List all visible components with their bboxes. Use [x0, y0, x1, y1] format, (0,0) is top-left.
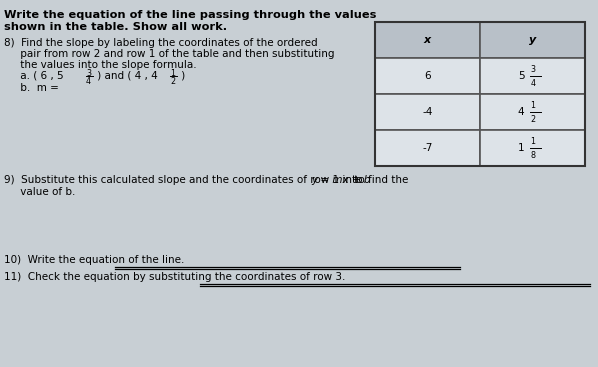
Text: ): )	[178, 71, 185, 81]
Bar	[480, 58, 585, 94]
Text: 2: 2	[170, 77, 175, 86]
Text: 8: 8	[530, 150, 535, 160]
Bar	[375, 130, 480, 166]
Text: ) and ( 4 , 4: ) and ( 4 , 4	[94, 71, 158, 81]
Text: Write the equation of the line passing through the values: Write the equation of the line passing t…	[4, 10, 376, 20]
Text: 1: 1	[530, 137, 535, 145]
Text: 1: 1	[530, 101, 535, 109]
Text: value of b.: value of b.	[4, 187, 75, 197]
Text: 5: 5	[518, 71, 524, 81]
Text: 1: 1	[518, 143, 524, 153]
Text: 9)  Substitute this calculated slope and the coordinates of row 1 into: 9) Substitute this calculated slope and …	[4, 175, 366, 185]
Text: a. ( 6 , 5: a. ( 6 , 5	[4, 71, 63, 81]
Text: b.  m =: b. m =	[4, 83, 59, 93]
Text: 4: 4	[518, 107, 524, 117]
Text: y = mx + b: y = mx + b	[311, 175, 371, 185]
Text: 3: 3	[86, 69, 91, 79]
Text: 2: 2	[530, 115, 536, 124]
Text: -7: -7	[422, 143, 433, 153]
Text: 11)  Check the equation by substituting the coordinates of row 3.: 11) Check the equation by substituting t…	[4, 272, 346, 282]
Text: 8)  Find the slope by labeling the coordinates of the ordered: 8) Find the slope by labeling the coordi…	[4, 38, 318, 48]
Bar	[480, 94, 585, 130]
Text: to find the: to find the	[351, 175, 408, 185]
Text: 4: 4	[86, 77, 91, 86]
Text: shown in the table. Show all work.: shown in the table. Show all work.	[4, 22, 227, 32]
Text: 3: 3	[530, 65, 535, 73]
Text: 10)  Write the equation of the line.: 10) Write the equation of the line.	[4, 255, 184, 265]
Bar	[375, 22, 480, 58]
Text: 1: 1	[170, 69, 175, 79]
Text: 4: 4	[530, 79, 535, 87]
Bar	[480, 130, 585, 166]
Text: y: y	[529, 35, 536, 45]
Bar	[375, 58, 480, 94]
Bar	[375, 94, 480, 130]
Text: 6: 6	[424, 71, 431, 81]
Bar	[375, 22, 585, 166]
Bar	[480, 22, 585, 58]
Text: the values into the slope formula.: the values into the slope formula.	[4, 60, 197, 70]
Text: -4: -4	[422, 107, 433, 117]
Text: x: x	[424, 35, 431, 45]
Text: pair from row 2 and row 1 of the table and then substituting: pair from row 2 and row 1 of the table a…	[4, 49, 334, 59]
